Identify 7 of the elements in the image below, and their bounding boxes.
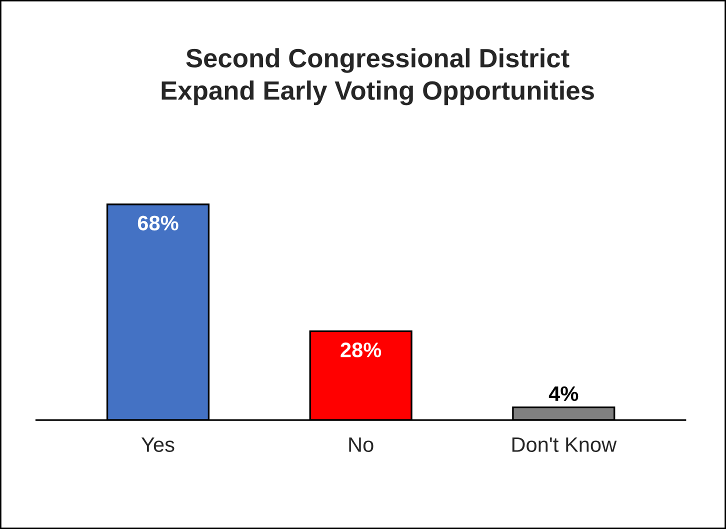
x-tick-label: Yes (141, 437, 174, 452)
x-tick-label: Don't Know (512, 437, 617, 452)
data-label: 68% (138, 216, 178, 230)
chart-title: Second Congressional District Expand Early Voting Opportunities (162, 48, 594, 106)
data-label: 28% (340, 342, 382, 358)
data-label: 4% (548, 386, 578, 402)
x-tick-label: No (349, 437, 374, 452)
